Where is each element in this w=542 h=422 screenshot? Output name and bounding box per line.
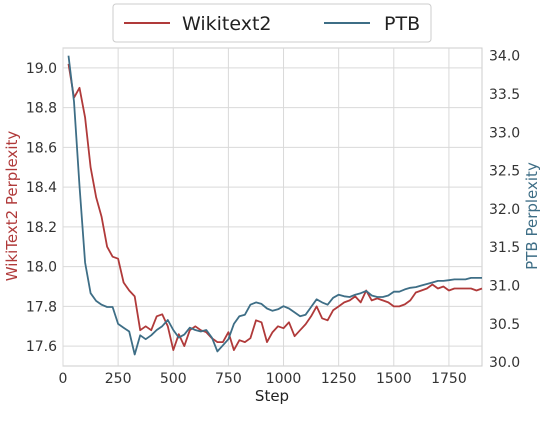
series-line-ptb [67,55,482,356]
left-y-tick-label: 18.8 [26,101,57,117]
left-y-tick-label: 18.2 [26,220,57,236]
gridlines [62,48,482,366]
x-axis-ticks: 0 250 500 750 1000 1250 1500 1750 [59,371,467,387]
left-y-tick-label: 17.8 [26,299,57,315]
legend-label-ptb: PTB [384,13,420,35]
left-y-tick-label: 18.6 [26,140,57,156]
x-tick-label: 1500 [376,371,412,387]
right-y-tick-label: 34.0 [489,49,520,65]
legend-label-wikitext2: Wikitext2 [182,13,272,35]
left-y-axis-ticks: 17.6 17.8 18.0 18.2 18.4 18.6 18.8 19.0 [26,61,57,355]
left-y-tick-label: 18.0 [26,260,57,276]
x-tick-label: 1000 [266,371,302,387]
right-y-tick-label: 30.0 [489,355,520,371]
right-y-axis-title: PTB Perplexity [523,162,541,270]
right-y-tick-label: 32.0 [489,202,520,218]
x-axis-title: Step [255,387,289,405]
left-y-axis-title: WikiText2 Perplexity [3,131,21,282]
x-tick-label: 1250 [321,371,357,387]
x-tick-label: 500 [160,371,187,387]
legend: Wikitext2 PTB [112,3,432,43]
legend-box [112,3,432,43]
right-y-tick-label: 31.5 [489,240,520,256]
right-y-tick-label: 31.0 [489,279,520,295]
right-y-tick-label: 32.5 [489,164,520,180]
right-y-tick-label: 33.5 [489,87,520,103]
series-lines [67,55,483,356]
series-line-wikitext2 [67,63,483,352]
right-y-tick-label: 30.5 [489,317,520,333]
x-tick-label: 750 [215,371,242,387]
x-tick-label: 0 [59,371,68,387]
left-y-tick-label: 18.4 [26,180,57,196]
x-tick-label: 250 [105,371,132,387]
left-y-tick-label: 19.0 [26,61,57,77]
x-tick-label: 1750 [431,371,467,387]
right-y-tick-label: 33.0 [489,125,520,141]
plot-area [62,47,483,367]
right-y-axis-ticks: 30.0 30.5 31.0 31.5 32.0 32.5 33.0 33.5 34.0 [489,49,520,372]
left-y-tick-label: 17.6 [26,339,57,355]
